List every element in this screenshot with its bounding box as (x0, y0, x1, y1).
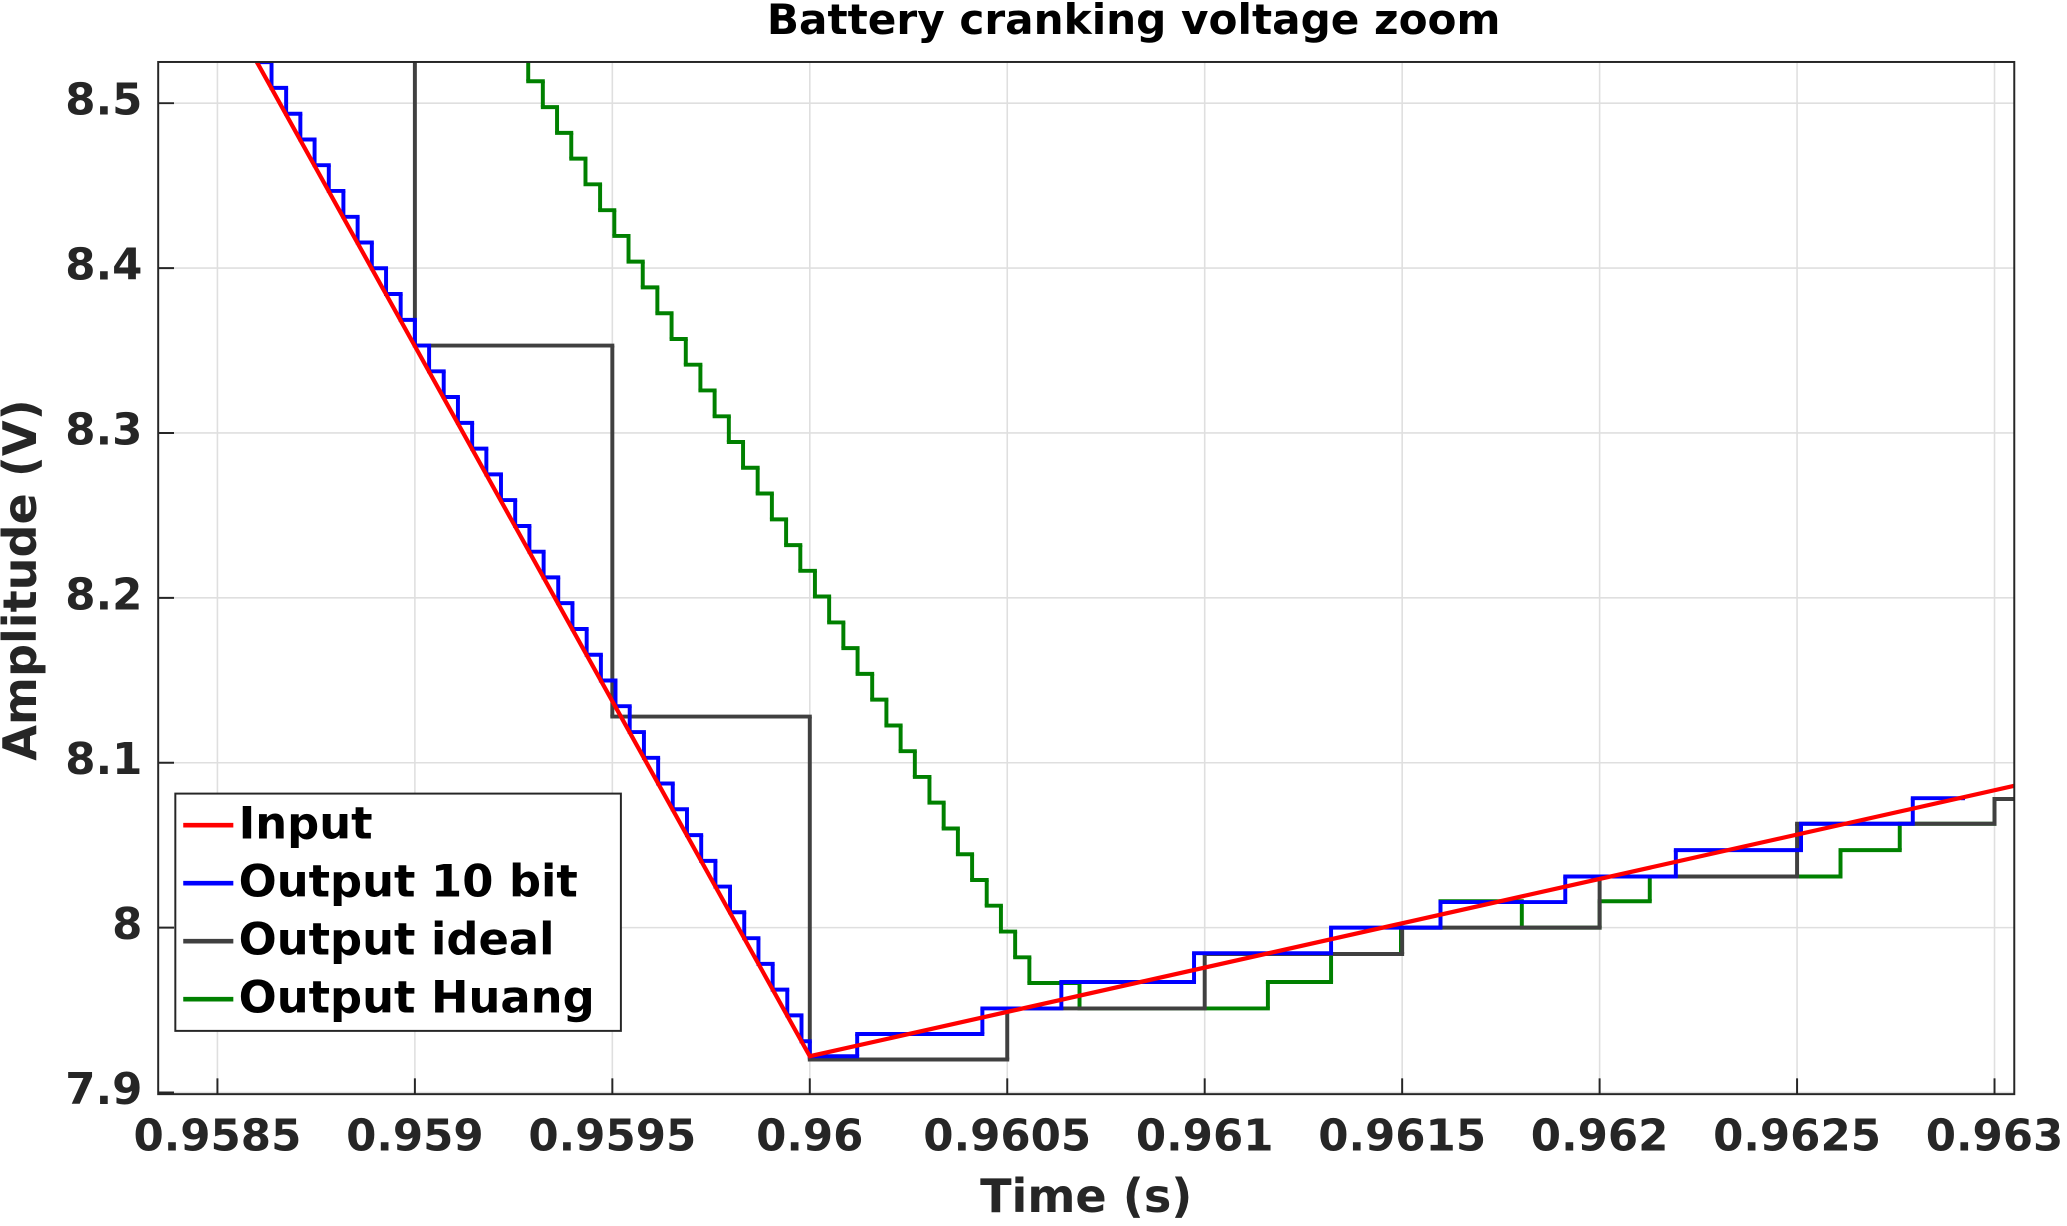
legend-label: Output 10 bit (239, 855, 578, 908)
x-axis-label: Time (s) (980, 1169, 1192, 1223)
y-tick-label: 7.9 (65, 1065, 142, 1115)
series-line (254, 61, 2015, 1059)
y-tick-label: 8 (112, 900, 142, 950)
plot-frame (157, 60, 2016, 1096)
y-tick-label: 8.2 (65, 570, 142, 620)
x-tick-label: 0.961 (1136, 1111, 1274, 1161)
y-axis-label: Amplitude (V) (0, 399, 47, 761)
x-tick-label: 0.96 (756, 1111, 863, 1161)
y-tick-label: 8.5 (65, 76, 142, 126)
y-tick-label: 8.3 (65, 405, 142, 455)
legend-box (174, 792, 622, 1032)
x-tick-label: 0.959 (346, 1111, 484, 1161)
y-tick-label: 8.1 (65, 735, 142, 785)
x-tick-label: 0.9595 (528, 1111, 696, 1161)
x-tick-label: 0.9605 (923, 1111, 1091, 1161)
x-tick-label: 0.962 (1531, 1111, 1669, 1161)
x-tick-label: 0.9625 (1713, 1111, 1881, 1161)
legend-label: Output ideal (239, 913, 555, 966)
legend-label: Output Huang (239, 971, 595, 1024)
legend-label: Input (239, 797, 373, 850)
x-tick-label: 0.963 (1926, 1111, 2064, 1161)
x-tick-label: 0.9615 (1318, 1111, 1486, 1161)
y-tick-label: 8.4 (65, 241, 142, 291)
chart-title: Battery cranking voltage zoom (767, 0, 1501, 44)
x-tick-label: 0.9585 (133, 1111, 301, 1161)
